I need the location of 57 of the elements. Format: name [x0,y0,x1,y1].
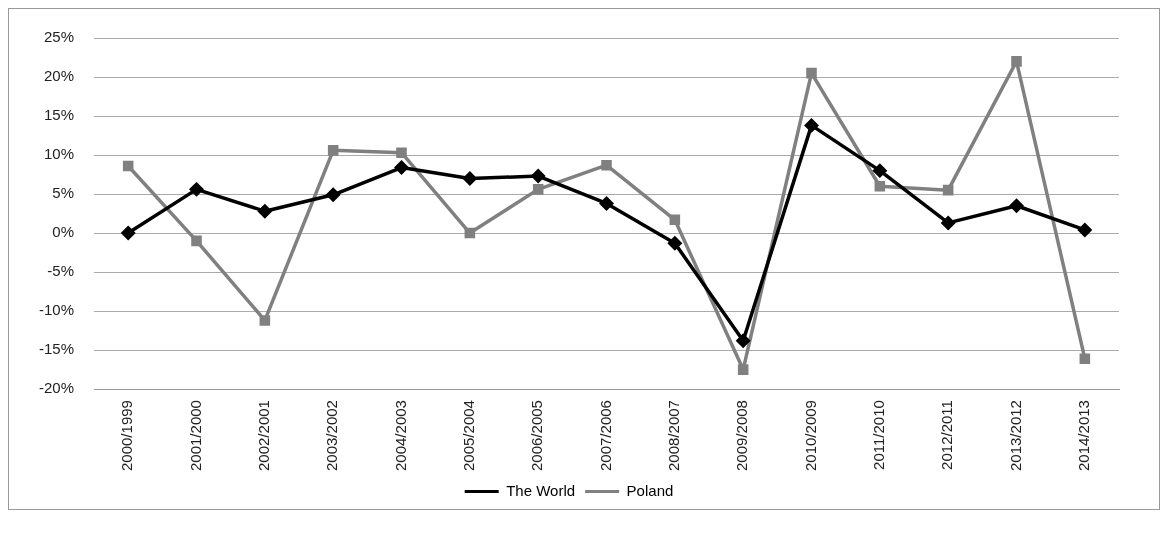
point [258,204,272,218]
y-tick-label: 0% [52,223,75,241]
x-tick-label: 2011/2010 [869,400,887,470]
point [327,145,339,156]
x-tick-label: 2012/2011 [938,400,956,470]
point [189,182,204,197]
x-tick-label: 2008/2007 [664,400,682,471]
y-tick-label: 20% [43,67,75,85]
x-tick-label: 2000/1999 [118,400,136,471]
point [464,227,476,239]
point [1011,56,1022,67]
point [326,188,340,202]
point [1078,223,1092,237]
legend-label: The World [506,481,576,499]
x-tick-label: 2001/2000 [186,400,204,471]
point [531,169,545,183]
y-tick-label: 10% [43,145,75,163]
legend-label: Poland [626,481,674,499]
point [1079,353,1091,364]
point [396,147,407,158]
y-tick-label: -5% [47,262,75,280]
point [941,216,955,230]
point [737,364,749,375]
y-tick-label: -20% [38,379,75,397]
point [804,118,819,133]
point [942,184,954,196]
point [599,196,614,211]
point [669,214,681,226]
y-tick-label: 25% [43,28,75,46]
x-tick-label: 2003/2002 [323,400,341,471]
y-tick-label: 5% [52,184,75,202]
x-tick-label: 2009/2008 [733,400,751,471]
point [736,333,750,348]
point [1009,199,1024,213]
point [394,160,409,175]
x-tick-label: 2010/2009 [801,400,819,471]
point [463,171,477,186]
point [601,159,612,171]
point [191,235,202,247]
point [874,180,886,192]
y-tick-label: 15% [43,106,75,124]
y-tick-label: -10% [38,301,75,319]
x-tick-label: 2007/2006 [596,400,614,471]
x-tick-label: 2006/2005 [528,400,546,471]
x-tick-label: 2014/2013 [1074,400,1092,471]
point [122,160,134,172]
point [259,315,271,326]
point [668,236,682,250]
point [806,67,817,79]
point [121,226,135,240]
x-tick-label: 2013/2012 [1006,400,1024,471]
point [873,163,887,178]
x-tick-label: 2002/2001 [254,400,272,471]
point [532,184,544,195]
x-tick-label: 2005/2004 [459,400,477,471]
y-tick-label: -15% [38,340,75,358]
x-tick-label: 2004/2003 [391,400,409,471]
